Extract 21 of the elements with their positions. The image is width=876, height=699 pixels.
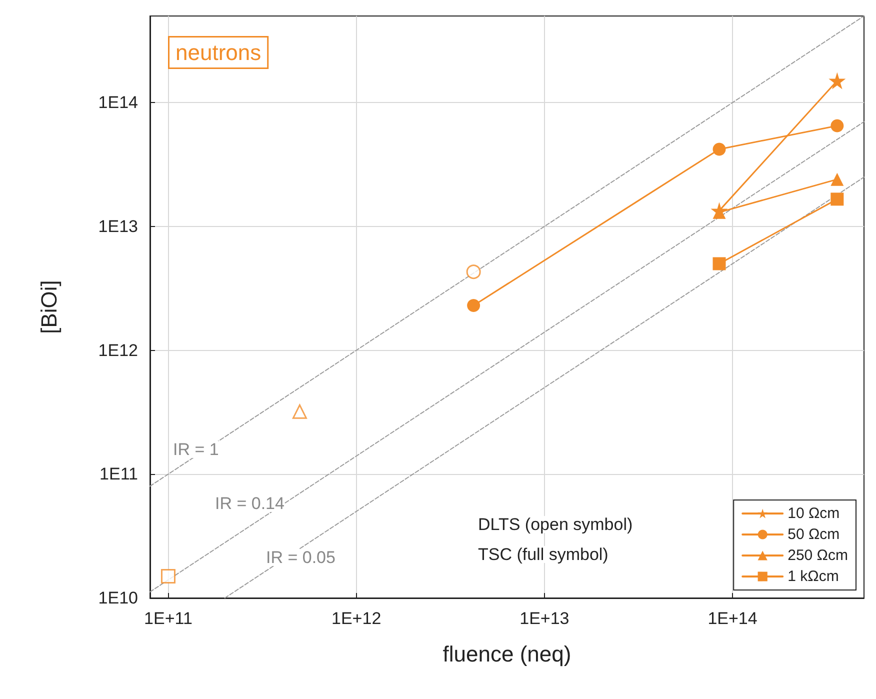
- annotation: IR = 1: [173, 440, 219, 459]
- x-axis-title: fluence (neq): [442, 642, 572, 666]
- y-tick-label: 1E11: [100, 464, 138, 484]
- y-tick-label: 1E12: [98, 340, 138, 360]
- y-tick-label: 1E14: [98, 93, 138, 112]
- x-tick-label: 1E+12: [332, 609, 382, 628]
- annotation: TSC (full symbol): [478, 545, 608, 564]
- legend-label: 10 Ωcm: [788, 505, 840, 522]
- annotation: IR = 0.05: [266, 548, 336, 567]
- legend-label: 250 Ωcm: [788, 547, 848, 564]
- y-tick-label: 1E13: [98, 216, 138, 236]
- y-tick-label: 1E10: [98, 588, 138, 608]
- legend-label: 1 kΩcm: [788, 568, 839, 585]
- y-axis-title: [BiOi]: [36, 280, 62, 334]
- x-tick-label: 1E+14: [708, 609, 758, 628]
- annotation: IR = 0.14: [215, 494, 284, 513]
- annotation: DLTS (open symbol): [478, 515, 633, 534]
- x-tick-label: 1E+13: [520, 609, 570, 628]
- legend-label: 50 Ωcm: [788, 526, 840, 543]
- x-tick-label: 1E+11: [144, 609, 192, 628]
- annotation: neutrons: [176, 40, 262, 65]
